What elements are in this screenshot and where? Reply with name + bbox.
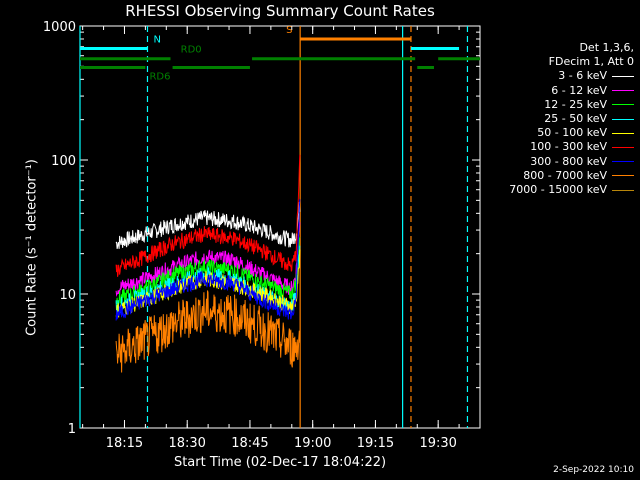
legend-swatch: [612, 147, 634, 149]
legend-entry: 7000 - 15000 keV: [488, 183, 634, 197]
legend-entry-label: 25 - 50 keV: [544, 112, 607, 126]
series-line: [115, 237, 301, 308]
legend-entry: 300 - 800 keV: [488, 155, 634, 169]
series-line: [115, 290, 301, 373]
legend-entry: 800 - 7000 keV: [488, 169, 634, 183]
series-line: [115, 249, 301, 318]
flag-bar-label: RD6: [149, 72, 170, 83]
legend-swatch: [612, 175, 634, 177]
legend-entry: 12 - 25 keV: [488, 98, 634, 112]
legend-header-1: Det 1,3,6,: [579, 41, 634, 54]
x-tick-label: 18:30: [168, 436, 205, 451]
legend-entry-label: 7000 - 15000 keV: [509, 183, 607, 197]
legend-entry: 6 - 12 keV: [488, 84, 634, 98]
legend-entry: 3 - 6 keV: [488, 69, 634, 83]
legend-entry-label: 800 - 7000 keV: [523, 168, 607, 182]
flag-bar-label: RD0: [181, 45, 202, 56]
chart-title: RHESSI Observing Summary Count Rates: [125, 2, 435, 20]
y-tick-label: 10: [59, 288, 76, 303]
legend-swatch: [612, 104, 634, 106]
legend-swatch: [612, 90, 634, 92]
timestamp: 2-Sep-2022 10:10: [553, 465, 634, 475]
series-line: [115, 154, 301, 277]
flag-bar-label: N: [153, 34, 160, 45]
legend-swatch: [612, 118, 634, 120]
y-tick-label: 1: [68, 422, 76, 437]
x-axis-label: Start Time (02-Dec-17 18:04:22): [173, 455, 387, 470]
legend-entry-label: 100 - 300 keV: [530, 140, 607, 154]
legend-swatch: [612, 76, 634, 77]
x-tick-label: 18:15: [106, 436, 143, 451]
legend-entry-label: 12 - 25 keV: [544, 97, 607, 111]
legend-swatch: [612, 132, 634, 134]
legend-entry-label: 3 - 6 keV: [558, 69, 607, 83]
x-tick-label: 19:15: [357, 436, 394, 451]
series-line: [115, 201, 301, 250]
legend: Det 1,3,6, FDecim 1, Att 0 3 - 6 keV 6 - …: [488, 41, 634, 197]
legend-entry-label: 6 - 12 keV: [551, 83, 607, 97]
y-tick-label: 100: [51, 154, 76, 169]
x-tick-label: 19:30: [419, 436, 456, 451]
legend-entry-label: 300 - 800 keV: [530, 154, 607, 168]
flag-bar-label: S: [286, 25, 292, 36]
legend-entry: 50 - 100 keV: [488, 126, 634, 140]
x-tick-label: 18:45: [231, 436, 268, 451]
legend-entry-label: 50 - 100 keV: [537, 126, 607, 140]
legend-swatch: [612, 161, 634, 163]
legend-entry: 100 - 300 keV: [488, 140, 634, 154]
legend-entry: 25 - 50 keV: [488, 112, 634, 126]
y-tick-label: 1000: [43, 20, 76, 35]
plot-frame: [79, 25, 481, 429]
x-tick-label: 19:00: [294, 436, 331, 451]
legend-swatch: [612, 189, 634, 191]
series-line: [115, 199, 301, 321]
legend-header-2: FDecim 1, Att 0: [548, 55, 634, 69]
y-axis-label: Count Rate (s⁻¹ detector⁻¹): [24, 159, 40, 336]
